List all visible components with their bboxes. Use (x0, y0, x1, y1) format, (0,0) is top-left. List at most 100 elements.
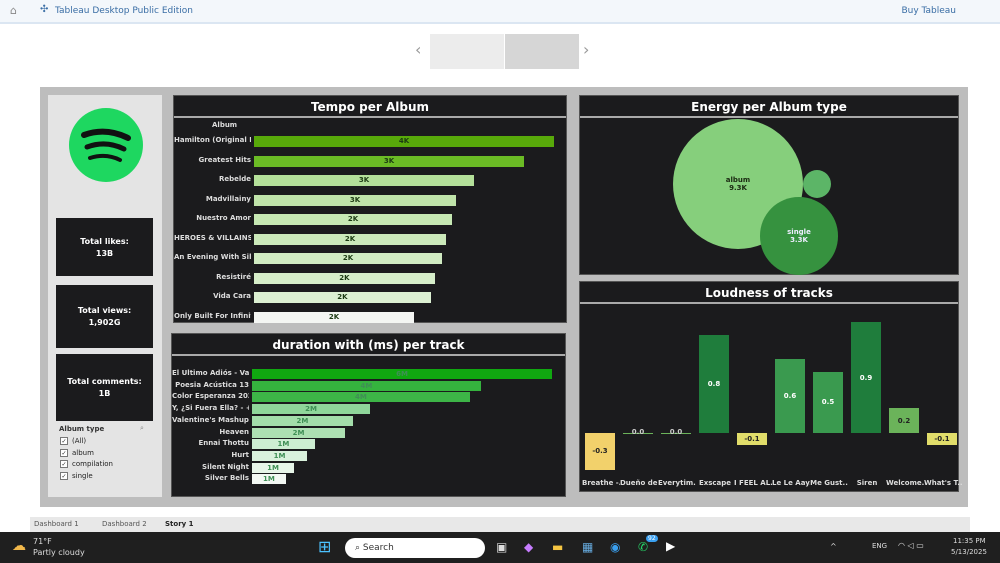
file-explorer-icon[interactable]: ▬ (552, 540, 564, 554)
search-icon[interactable]: ⌕ (140, 424, 144, 432)
bar[interactable]: 2K (254, 272, 435, 284)
copilot-icon[interactable]: ◆ (524, 540, 534, 554)
bar[interactable]: 6M (252, 369, 552, 379)
bar[interactable]: -0.3 (585, 433, 615, 470)
category-label: An Evening With Silk.. (174, 253, 251, 261)
category-label: Poesia Acústica 13 (175, 380, 249, 389)
filter-option[interactable]: ✓ single (60, 471, 93, 480)
category-label: El Ultimo Adiós - Var.. (172, 369, 249, 377)
wifi-icon[interactable]: ◠ ◁ ▭ (898, 541, 924, 550)
checkbox[interactable]: ✓ (60, 460, 68, 468)
bar[interactable]: 2K (254, 292, 431, 303)
category-label: Silent Night (202, 462, 249, 471)
bar[interactable]: 1M (252, 439, 315, 450)
bar[interactable]: -0.1 (927, 433, 957, 446)
checkbox[interactable]: ✓ (60, 448, 68, 457)
bar[interactable]: 0.5 (813, 371, 843, 433)
windows-start-icon[interactable]: ⊞ (318, 537, 332, 556)
story-point-2[interactable] (505, 34, 579, 69)
checkbox[interactable]: ✓ (60, 471, 68, 480)
bar[interactable]: 0.2 (889, 408, 919, 433)
clock-date[interactable]: 5/13/2025 (951, 548, 987, 556)
spotify-logo-icon (69, 108, 143, 182)
bar[interactable]: 4K (254, 136, 554, 147)
checkbox[interactable]: ✓ (60, 437, 68, 445)
edge-icon[interactable]: ◉ (610, 540, 621, 554)
bar[interactable]: 0.8 (699, 334, 729, 433)
language-indicator[interactable]: ENG (872, 542, 888, 550)
bar[interactable]: 3K (254, 194, 456, 206)
prev-story-point-icon[interactable]: ‹ (415, 40, 422, 59)
bar-value-label: 0.8 (707, 379, 721, 388)
category-label: Rebelde (218, 175, 251, 183)
category-label: Color Esperanza 2020 (172, 392, 249, 401)
category-label: Dueño de.. (620, 479, 658, 487)
category-label: Breathe -.. (582, 479, 620, 487)
category-label: Everytim.. (658, 479, 696, 487)
left-sidebar: Total likes: 13B Total views: 1,902G Total… (48, 95, 162, 497)
category-label: Heaven (219, 427, 249, 436)
next-story-point-icon[interactable]: › (583, 40, 590, 59)
bar[interactable]: 1M (252, 462, 295, 473)
bar[interactable]: 0.0 (623, 428, 653, 436)
bar-value-label: 0.0 (669, 428, 683, 436)
bar[interactable]: -0.1 (737, 433, 767, 446)
show-hidden-icons-icon[interactable]: ^ (830, 542, 837, 551)
bar[interactable]: 2K (254, 253, 442, 264)
app-title-bar: ⌂ ✣ Tableau Desktop Public Edition Buy T… (0, 0, 1000, 24)
kpi-value: 1B (98, 389, 111, 398)
energy-panel: Energy per Album type album 9.3K single 3.3… (579, 95, 959, 275)
category-label: Vida Cara (213, 292, 251, 300)
tab-dashboard-2[interactable]: Dashboard 2 (102, 520, 147, 528)
bar[interactable]: 3K (254, 155, 524, 167)
bubble[interactable] (803, 170, 831, 198)
category-label: Resistiré (216, 272, 251, 281)
bar[interactable]: 1M (252, 450, 308, 461)
bar[interactable]: 4M (252, 380, 481, 391)
category-label: Siren (856, 479, 878, 487)
story-point-1[interactable] (430, 34, 504, 69)
bar[interactable]: 2K (254, 214, 452, 225)
notification-badge: 92 (646, 535, 658, 542)
store-icon[interactable]: ▦ (582, 540, 594, 554)
bar[interactable]: 0.0 (661, 428, 691, 436)
chart-title: Tempo per Album (174, 96, 566, 118)
media-player-icon[interactable]: ▶ (666, 539, 676, 553)
bar[interactable]: 0.9 (851, 322, 881, 433)
loudness-panel: Loudness of tracks -0.3 Breathe -.. 0.0 Due… (579, 281, 962, 492)
filter-option[interactable]: ✓ compilation (60, 460, 113, 468)
tableau-logo-icon: ✣ (40, 4, 49, 15)
tab-dashboard-1[interactable]: Dashboard 1 (34, 520, 79, 528)
kpi-label: Total comments: (67, 377, 142, 386)
bar[interactable]: 2M (252, 404, 371, 415)
clock-time[interactable]: 11:35 PM (953, 537, 986, 545)
task-view-icon[interactable]: ▣ (496, 540, 508, 554)
home-icon[interactable]: ⌂ (10, 4, 17, 17)
bar[interactable]: 2K (254, 233, 446, 245)
search-label: Search (362, 543, 394, 553)
filter-title: Album type (59, 425, 105, 433)
bubble-value: 3.3K (790, 235, 808, 244)
filter-option[interactable]: ✓ album (60, 448, 94, 457)
bar-value-label: -0.1 (934, 435, 950, 444)
bar-value-label: 0.6 (783, 392, 797, 401)
bar[interactable]: 2K (254, 311, 414, 323)
bar[interactable]: 2M (252, 415, 353, 426)
bar[interactable]: 2M (252, 427, 346, 438)
bubble[interactable]: single 3.3K (760, 197, 838, 275)
bar[interactable]: 0.6 (775, 359, 805, 433)
weather-desc: Partly cloudy (33, 548, 85, 557)
whatsapp-icon[interactable]: ✆ (638, 540, 649, 554)
kpi-value: 1,902G (88, 318, 121, 327)
kpi-label: Total views: (77, 306, 132, 315)
bar[interactable]: 1M (252, 474, 286, 485)
taskbar-search[interactable]: ⌕ Search (345, 538, 485, 558)
category-label: Valentine's Mashup .. (172, 415, 249, 424)
bar[interactable]: 3K (254, 175, 474, 186)
category-label: Me Gust.. (810, 479, 848, 487)
bar[interactable]: 4M (252, 392, 470, 403)
buy-tableau-link[interactable]: Buy Tableau (901, 6, 956, 16)
tab-story-1[interactable]: Story 1 (165, 520, 194, 528)
weather-temp: 71°F (33, 537, 52, 546)
filter-option[interactable]: ✓ (All) (60, 437, 86, 445)
